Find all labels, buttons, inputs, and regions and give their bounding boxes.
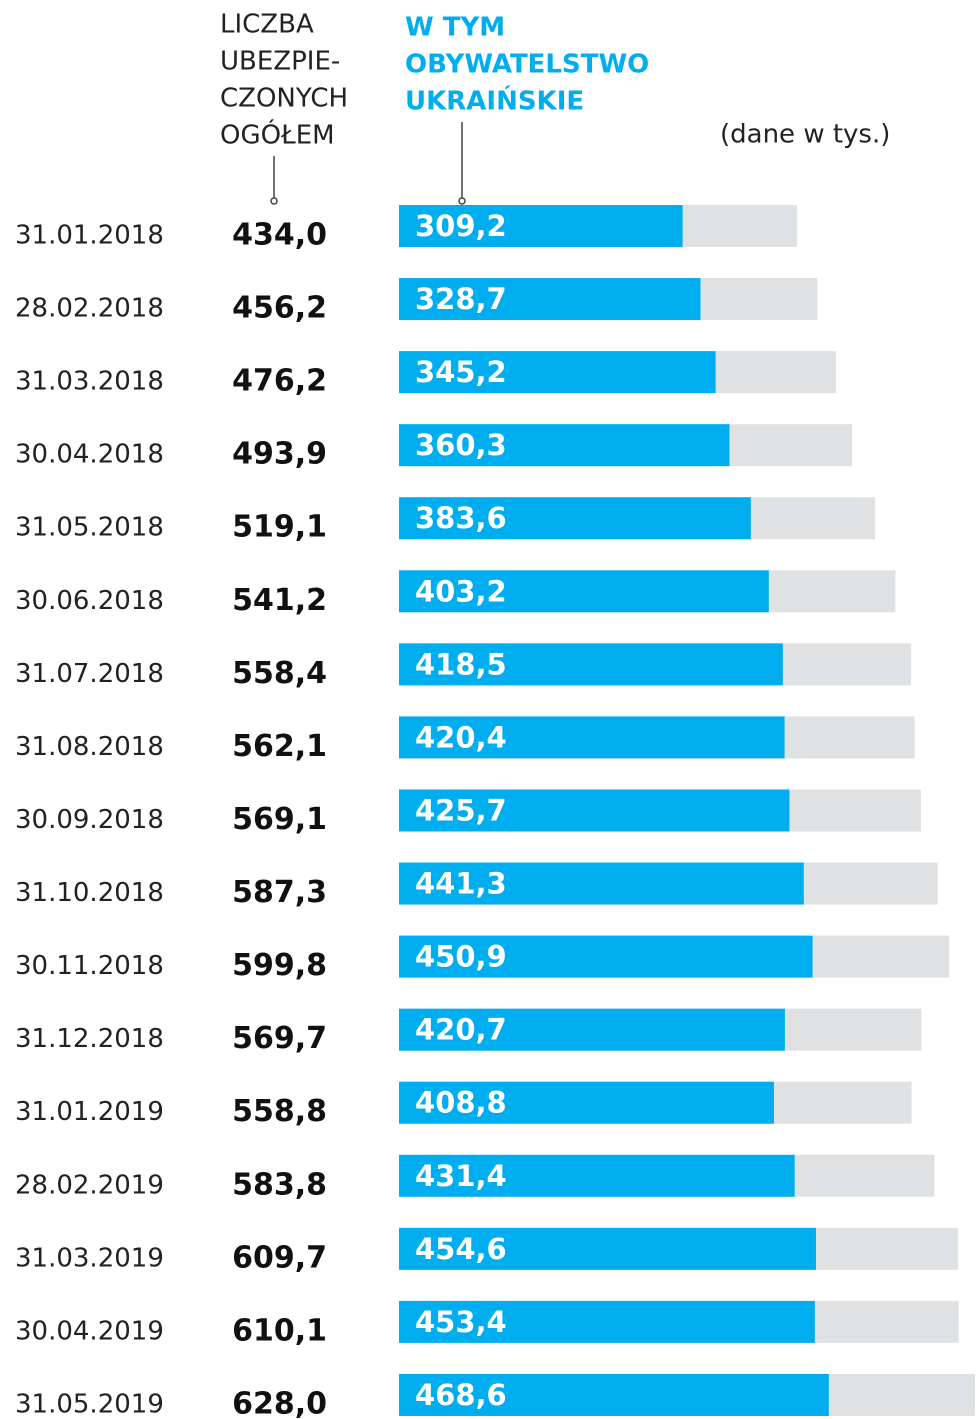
ukr-label: 328,7 <box>415 282 507 316</box>
date-label: 31.05.2019 <box>15 1389 164 1419</box>
date-label: 31.05.2018 <box>15 513 164 543</box>
ukr-label: 420,4 <box>415 720 507 754</box>
ukr-label: 383,6 <box>415 501 507 535</box>
date-label: 31.01.2018 <box>15 221 164 251</box>
date-label: 31.03.2019 <box>15 1243 164 1273</box>
date-label: 31.10.2018 <box>15 878 164 908</box>
bar <box>399 862 804 905</box>
ukr-label: 345,2 <box>415 355 507 389</box>
ukr-label: 425,7 <box>415 793 507 827</box>
bar <box>399 497 751 540</box>
bar <box>399 716 785 759</box>
ukr-label: 441,3 <box>415 867 507 901</box>
bar <box>399 1373 829 1416</box>
date-label: 30.06.2018 <box>15 586 164 616</box>
header-total: OGÓŁEM <box>220 119 335 151</box>
total-label: 493,9 <box>232 437 327 472</box>
header-total: UBEZPIE- <box>220 47 340 77</box>
total-label: 558,8 <box>232 1094 327 1129</box>
total-label: 434,0 <box>232 218 327 253</box>
total-label: 558,4 <box>232 656 327 691</box>
bar <box>399 935 813 978</box>
date-label: 30.04.2018 <box>15 440 164 470</box>
date-label: 31.08.2018 <box>15 732 164 762</box>
header-total: LICZBA <box>220 10 314 40</box>
total-label: 587,3 <box>232 875 327 910</box>
total-label: 569,7 <box>232 1021 327 1056</box>
bar <box>399 789 790 832</box>
bar <box>399 351 716 394</box>
bar <box>399 1227 816 1270</box>
header-ukr: W TYM <box>405 13 505 43</box>
date-label: 31.12.2018 <box>15 1024 164 1054</box>
connector-dot <box>270 197 278 205</box>
date-label: 31.07.2018 <box>15 659 164 689</box>
ukr-label: 418,5 <box>415 647 507 681</box>
date-label: 30.04.2019 <box>15 1316 164 1346</box>
date-label: 30.11.2018 <box>15 951 164 981</box>
date-label: 28.02.2018 <box>15 294 164 324</box>
ukr-label: 360,3 <box>415 428 507 462</box>
bar <box>399 1154 795 1197</box>
bar <box>399 205 683 247</box>
total-label: 541,2 <box>232 583 327 618</box>
total-label: 609,7 <box>232 1240 327 1275</box>
ukr-label: 420,7 <box>415 1013 507 1047</box>
total-label: 610,1 <box>232 1313 327 1348</box>
date-label: 30.09.2018 <box>15 805 164 835</box>
bar <box>399 278 701 321</box>
date-label: 31.01.2019 <box>15 1097 164 1127</box>
ukr-label: 450,9 <box>415 940 507 974</box>
header-ukr: OBYWATELSTWO <box>405 50 649 80</box>
connector-dot <box>458 197 466 205</box>
header-total: CZONYCH <box>220 84 348 114</box>
header-ukr: UKRAIŃSKIE <box>405 85 584 117</box>
ukr-label: 453,4 <box>415 1305 507 1339</box>
total-label: 562,1 <box>232 729 327 764</box>
total-label: 456,2 <box>232 291 327 326</box>
bar <box>399 1008 785 1051</box>
total-label: 628,0 <box>232 1386 327 1419</box>
ukr-label: 403,2 <box>415 574 507 608</box>
total-label: 583,8 <box>232 1167 327 1202</box>
note: (dane w tys.) <box>720 120 890 150</box>
ukr-label: 431,4 <box>415 1159 507 1193</box>
bar <box>399 1300 815 1343</box>
date-label: 28.02.2019 <box>15 1170 164 1200</box>
total-label: 476,2 <box>232 364 327 399</box>
bar <box>399 570 769 613</box>
total-label: 599,8 <box>232 948 327 983</box>
bar <box>399 1081 774 1124</box>
ukr-label: 454,6 <box>415 1232 507 1266</box>
bar <box>399 424 730 467</box>
bar <box>399 643 783 686</box>
total-label: 519,1 <box>232 510 327 545</box>
ukr-label: 408,8 <box>415 1086 507 1120</box>
ukr-label: 468,6 <box>415 1378 507 1412</box>
date-label: 31.03.2018 <box>15 367 164 397</box>
ukr-label: 309,2 <box>415 209 507 243</box>
total-label: 569,1 <box>232 802 327 837</box>
